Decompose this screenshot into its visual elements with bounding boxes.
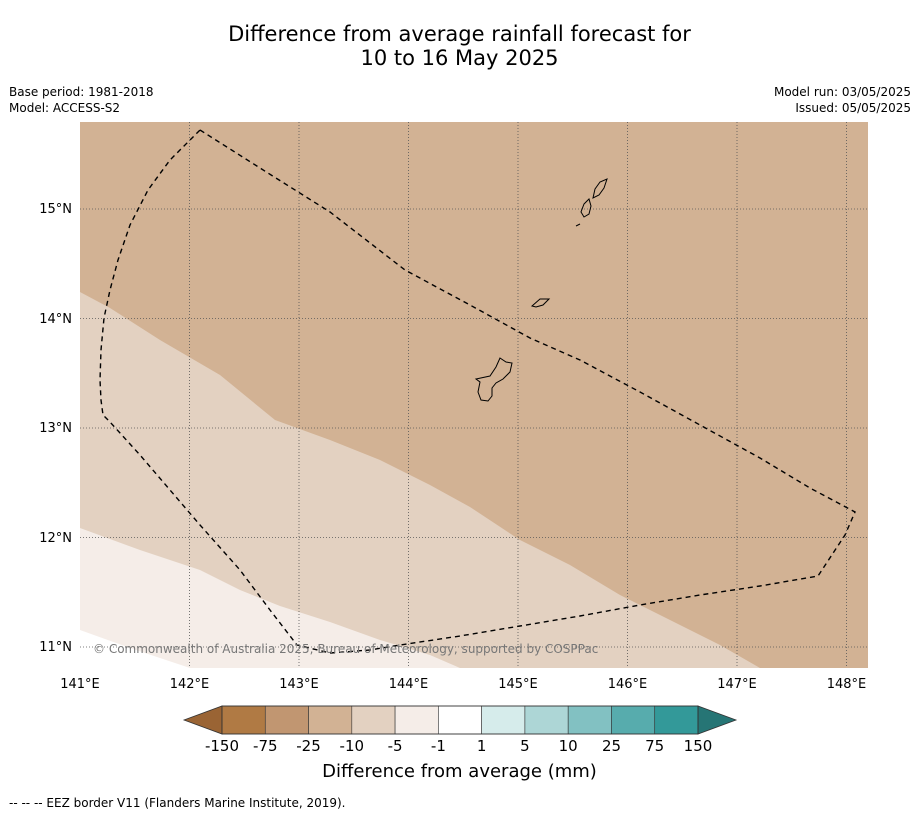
colorbar-arrow-low xyxy=(182,705,223,735)
lat-axis-labels: 15°N 14°N 13°N 12°N 11°N xyxy=(39,202,72,655)
island-saipan xyxy=(592,178,608,199)
colorbar-segments xyxy=(221,705,699,735)
cb-tick-8: 10 xyxy=(559,737,578,755)
lon-label-144: 144°E xyxy=(389,677,429,692)
copyright-notice: © Commonwealth of Australia 2025, Bureau… xyxy=(93,642,598,656)
base-period: Base period: 1981-2018 xyxy=(9,85,154,99)
lon-label-146: 146°E xyxy=(608,677,648,692)
lon-axis-labels: 141°E 142°E 143°E 144°E 145°E 146°E 147°… xyxy=(60,677,866,692)
colorbar-segment xyxy=(351,705,396,735)
rainfall-zone-10 xyxy=(80,292,760,668)
run-info: Model run: 03/05/2025 Issued: 05/05/2025 xyxy=(774,84,911,116)
cb-tick-1: -75 xyxy=(253,737,278,755)
island-aguijan xyxy=(575,223,581,227)
lon-label-142: 142°E xyxy=(170,677,210,692)
colorbar-segment xyxy=(264,705,309,735)
title-line-2: 10 to 16 May 2025 xyxy=(360,46,559,70)
cb-tick-5: -1 xyxy=(431,737,446,755)
cb-tick-6: 1 xyxy=(477,737,487,755)
colorbar-segment xyxy=(394,705,439,735)
colorbar-segment xyxy=(524,705,569,735)
colorbar-title: Difference from average (mm) xyxy=(322,761,597,782)
colorbar-segment xyxy=(438,705,482,735)
lat-label-14: 14°N xyxy=(39,312,72,327)
rainfall-zone-5 xyxy=(80,528,460,668)
colorbar-segment xyxy=(567,705,612,735)
islands xyxy=(474,178,608,402)
colorbar-segment xyxy=(611,705,656,735)
lat-label-13: 13°N xyxy=(39,421,72,436)
cb-tick-2: -25 xyxy=(296,737,321,755)
cb-tick-4: -5 xyxy=(388,737,403,755)
lon-label-148: 148°E xyxy=(827,677,867,692)
cb-tick-3: -10 xyxy=(340,737,365,755)
eez-border xyxy=(99,129,856,654)
model-info: Base period: 1981-2018 Model: ACCESS-S2 xyxy=(9,84,154,116)
colorbar-arrow-high xyxy=(697,705,738,735)
lon-label-145: 145°E xyxy=(498,677,538,692)
colorbar-segment xyxy=(221,705,266,735)
cb-tick-11: 150 xyxy=(684,737,713,755)
model-name: Model: ACCESS-S2 xyxy=(9,101,121,115)
colorbar: -150 -75 -25 -10 -5 -1 1 5 10 25 75 150 xyxy=(182,705,738,755)
island-guam xyxy=(474,357,513,402)
chart-title: Difference from average rainfall forecas… xyxy=(0,22,919,70)
rainfall-zone-1 xyxy=(80,630,190,668)
model-run: Model run: 03/05/2025 xyxy=(773,85,911,99)
map-area: © Commonwealth of Australia 2025, Bureau… xyxy=(80,122,868,668)
island-rota xyxy=(530,298,551,308)
colorbar-tick-labels: -150 -75 -25 -10 -5 -1 1 5 10 25 75 150 xyxy=(205,737,712,755)
island-tinian xyxy=(580,198,592,218)
lon-label-143: 143°E xyxy=(279,677,319,692)
cb-tick-0: -150 xyxy=(205,737,239,755)
colorbar-segment xyxy=(654,705,699,735)
lon-label-147: 147°E xyxy=(717,677,757,692)
colorbar-frame xyxy=(221,705,699,735)
issued-date: Issued: 05/05/2025 xyxy=(795,101,911,115)
colorbar-segment xyxy=(481,705,526,735)
lat-label-15: 15°N xyxy=(39,202,72,217)
gridlines xyxy=(80,122,868,668)
lon-label-141: 141°E xyxy=(60,677,100,692)
lat-label-11: 11°N xyxy=(39,640,72,655)
title-line-1: Difference from average rainfall forecas… xyxy=(228,22,691,46)
eez-footnote: -- -- -- EEZ border V11 (Flanders Marine… xyxy=(9,796,346,810)
colorbar-segment xyxy=(308,705,353,735)
cb-tick-10: 75 xyxy=(645,737,664,755)
lat-label-12: 12°N xyxy=(39,531,72,546)
cb-tick-7: 5 xyxy=(520,737,530,755)
cb-tick-9: 25 xyxy=(602,737,621,755)
